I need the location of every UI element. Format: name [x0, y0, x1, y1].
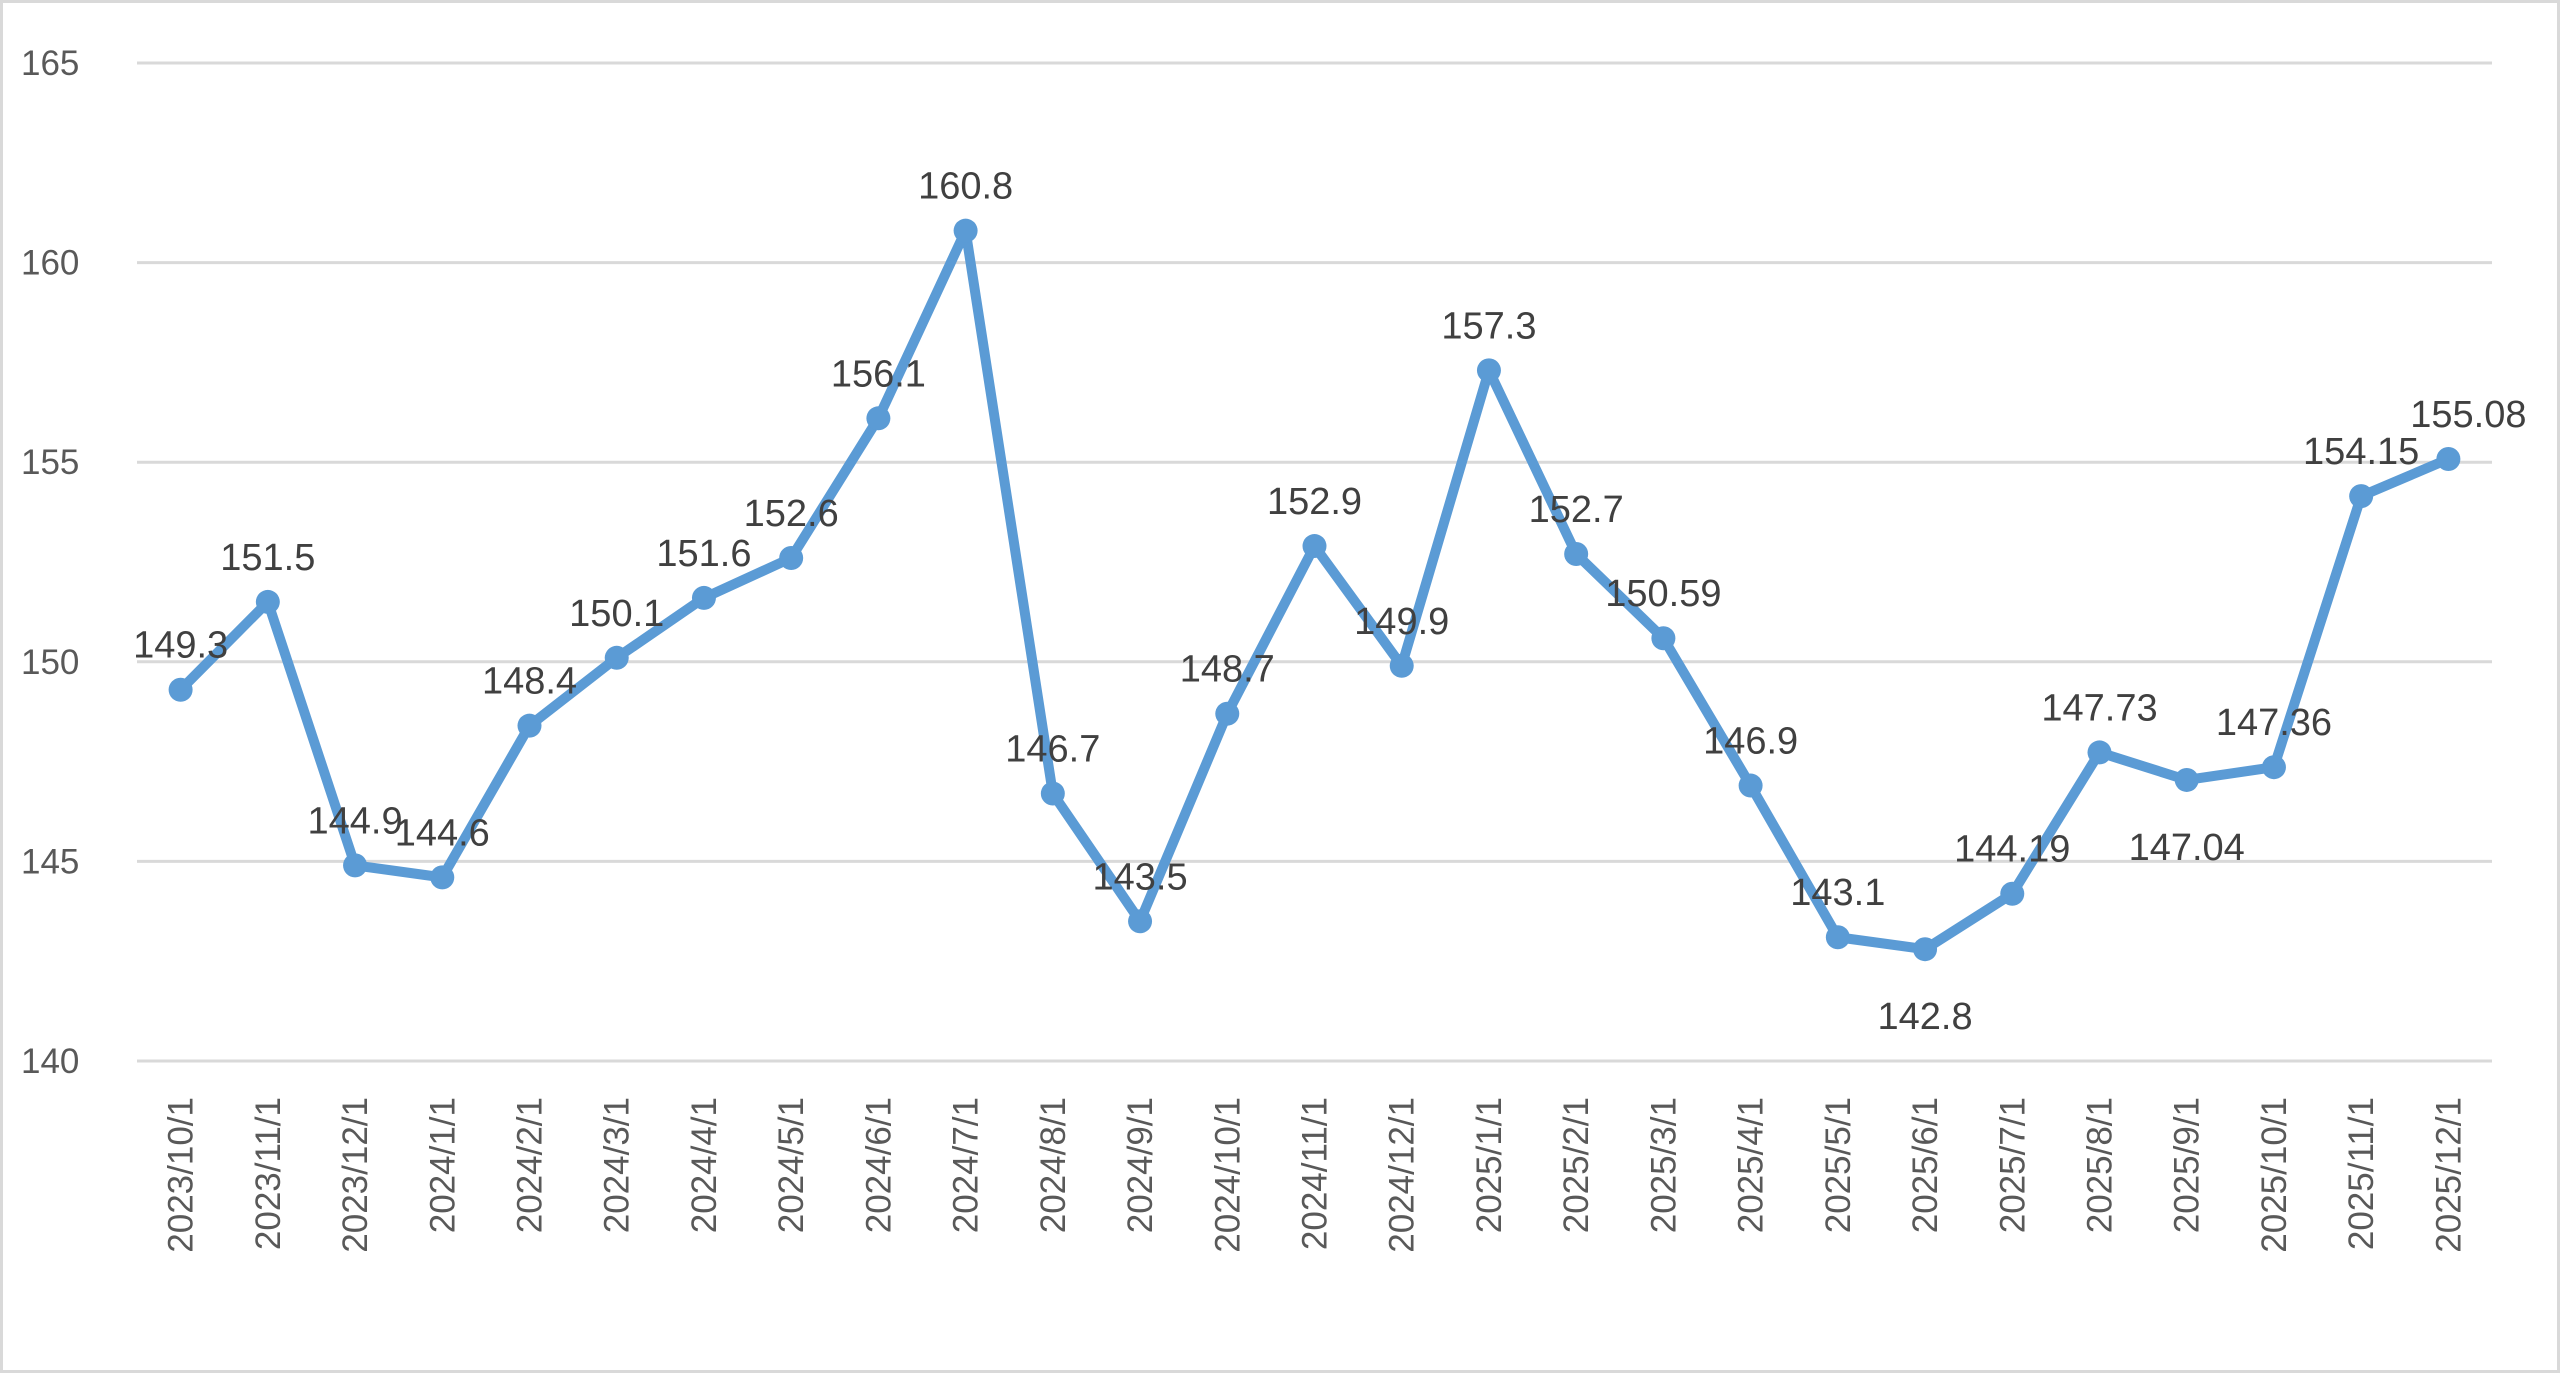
line-chart: 140 145 150 155 160 165 2023/10/1 2023/11/1 2023… — [21, 44, 2527, 1253]
data-label: 156.1 — [831, 353, 926, 395]
data-label: 142.8 — [1878, 996, 1973, 1038]
data-point — [953, 218, 978, 243]
x-tick-label: 2023/12/1 — [336, 1097, 375, 1253]
x-tick-label: 2024/8/1 — [1034, 1097, 1073, 1233]
y-tick-label: 150 — [21, 643, 79, 682]
data-point — [430, 865, 455, 890]
data-point — [1913, 937, 1938, 962]
data-point — [779, 546, 804, 571]
data-point — [343, 853, 368, 878]
data-point — [1564, 542, 1589, 567]
data-point — [2000, 881, 2025, 906]
y-tick-label: 145 — [21, 842, 79, 881]
x-tick-label: 2024/4/1 — [685, 1097, 724, 1233]
data-point — [1040, 781, 1065, 806]
data-label: 155.08 — [2410, 394, 2526, 436]
data-point — [604, 645, 629, 670]
data-point — [2087, 740, 2112, 765]
x-tick-label: 2025/2/1 — [1557, 1097, 1596, 1233]
data-label: 147.36 — [2216, 702, 2332, 744]
data-label: 150.59 — [1605, 573, 1721, 615]
data-point — [691, 585, 716, 610]
x-tick-label: 2024/1/1 — [423, 1097, 462, 1233]
data-point — [517, 713, 542, 738]
x-tick-label: 2025/3/1 — [1644, 1097, 1683, 1233]
data-label: 149.3 — [133, 625, 228, 667]
data-label: 143.5 — [1093, 856, 1188, 898]
data-point — [1476, 358, 1501, 383]
data-label: 147.73 — [2041, 687, 2157, 729]
data-point — [866, 406, 891, 431]
data-label: 151.5 — [220, 537, 315, 579]
data-label: 147.04 — [2129, 827, 2245, 869]
x-tick-label: 2025/5/1 — [1819, 1097, 1858, 1233]
data-point — [1825, 925, 1850, 950]
data-label: 152.6 — [744, 493, 839, 535]
series-line — [177, 225, 2451, 955]
data-point — [2174, 767, 2199, 792]
x-tick-label: 2024/9/1 — [1121, 1097, 1160, 1233]
x-tick-label: 2023/11/1 — [249, 1097, 288, 1250]
x-tick-label: 2025/10/1 — [2255, 1097, 2294, 1253]
data-label: 152.9 — [1267, 481, 1362, 523]
x-tick-label: 2025/8/1 — [2081, 1097, 2120, 1233]
data-point — [168, 677, 193, 702]
data-point — [1215, 701, 1240, 726]
data-point — [2436, 447, 2461, 472]
x-tick-label: 2025/1/1 — [1470, 1097, 1509, 1233]
x-tick-label: 2024/6/1 — [859, 1097, 898, 1233]
y-tick-label: 140 — [21, 1042, 79, 1081]
data-point — [255, 589, 280, 614]
data-label: 157.3 — [1441, 305, 1536, 347]
y-tick-label: 165 — [21, 44, 79, 83]
data-label: 160.8 — [918, 166, 1013, 208]
x-tick-label: 2024/11/1 — [1296, 1097, 1335, 1250]
x-tick-label: 2024/10/1 — [1208, 1097, 1247, 1253]
x-tick-label: 2025/7/1 — [1993, 1097, 2032, 1233]
data-label: 144.6 — [395, 812, 490, 854]
data-point — [1389, 653, 1414, 678]
data-label: 143.1 — [1790, 872, 1885, 914]
data-label: 149.9 — [1354, 601, 1449, 643]
data-label: 148.7 — [1180, 649, 1275, 691]
data-point — [2261, 755, 2286, 780]
y-tick-label: 155 — [21, 443, 79, 482]
x-tick-label: 2025/6/1 — [1906, 1097, 1945, 1233]
y-tick-label: 160 — [21, 244, 79, 283]
x-tick-label: 2024/5/1 — [772, 1097, 811, 1233]
data-point — [1651, 626, 1676, 651]
x-tick-label: 2024/7/1 — [947, 1097, 986, 1233]
data-label: 148.4 — [482, 661, 577, 703]
x-tick-label: 2025/4/1 — [1732, 1097, 1771, 1233]
data-label: 144.9 — [308, 800, 403, 842]
data-label: 152.7 — [1529, 489, 1624, 531]
x-tick-label: 2024/3/1 — [598, 1097, 637, 1233]
data-label: 150.1 — [569, 593, 664, 635]
data-label: 151.6 — [656, 533, 751, 575]
data-label: 144.19 — [1954, 829, 2070, 871]
x-tick-label: 2024/12/1 — [1383, 1097, 1422, 1253]
x-tick-label: 2025/12/1 — [2429, 1097, 2468, 1253]
x-tick-label: 2025/11/1 — [2342, 1097, 2381, 1250]
data-point — [1302, 534, 1327, 559]
data-point — [2349, 484, 2374, 509]
data-point — [1128, 909, 1153, 934]
data-point — [1738, 773, 1763, 798]
x-tick-label: 2023/10/1 — [162, 1097, 201, 1253]
data-label: 146.9 — [1703, 721, 1798, 763]
x-tick-label: 2024/2/1 — [511, 1097, 550, 1233]
data-label: 154.15 — [2303, 431, 2419, 473]
x-tick-label: 2025/9/1 — [2168, 1097, 2207, 1233]
data-label: 146.7 — [1005, 729, 1100, 771]
